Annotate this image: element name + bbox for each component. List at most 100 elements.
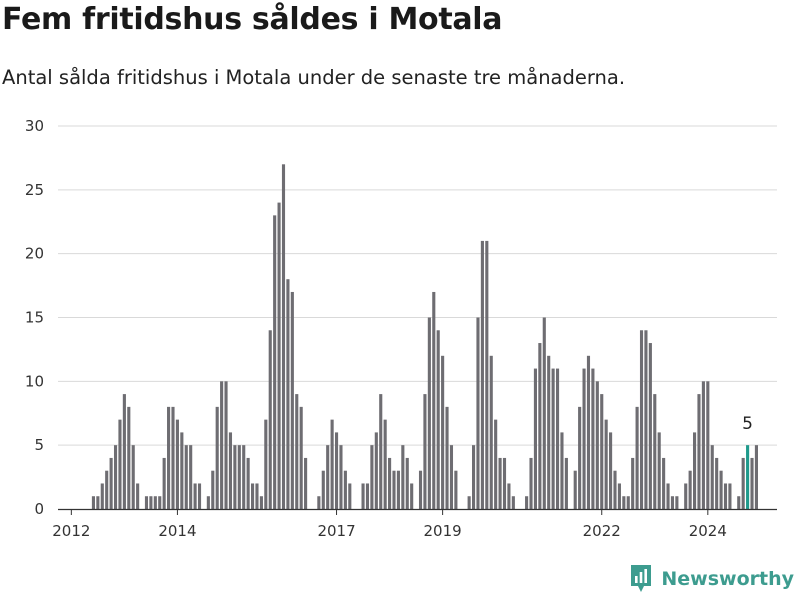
bar — [220, 381, 224, 509]
bar — [609, 432, 613, 509]
bar — [184, 445, 188, 509]
bar — [622, 496, 626, 509]
bar — [334, 432, 339, 509]
bar — [162, 457, 166, 509]
x-tick-label: 2019 — [424, 522, 462, 540]
bar — [564, 457, 568, 509]
bar — [719, 470, 723, 509]
bar — [555, 368, 560, 509]
bar — [405, 457, 409, 509]
bar — [547, 355, 551, 509]
bar — [489, 355, 493, 509]
y-tick-label: 15 — [25, 309, 44, 327]
bar — [710, 445, 714, 509]
bar — [648, 343, 652, 509]
bar — [662, 457, 666, 509]
bar — [317, 496, 321, 509]
bar — [304, 457, 308, 509]
bar — [233, 445, 237, 509]
bar — [295, 394, 299, 509]
bar — [277, 202, 281, 509]
bar — [193, 483, 197, 509]
bar — [631, 457, 635, 509]
bar — [427, 317, 431, 509]
x-tick-label: 2024 — [689, 522, 727, 540]
bar — [180, 432, 184, 509]
bar — [91, 496, 95, 509]
chart-title: Fem fritidshus såldes i Motala — [2, 2, 503, 37]
bar — [281, 164, 286, 510]
y-tick-label: 25 — [25, 181, 44, 199]
bar — [228, 432, 233, 509]
bar — [476, 317, 480, 509]
bar — [511, 496, 515, 509]
bar — [525, 496, 529, 509]
bar — [343, 470, 347, 509]
bar — [728, 483, 732, 509]
bar — [502, 457, 507, 509]
bar — [109, 457, 113, 509]
bar — [237, 445, 241, 509]
bar — [737, 496, 741, 509]
bar — [644, 330, 648, 509]
bar — [255, 483, 259, 509]
bar — [268, 330, 272, 509]
bar — [259, 496, 263, 509]
bar — [754, 445, 758, 509]
bar — [750, 457, 754, 509]
bar — [224, 381, 228, 509]
bar — [189, 445, 193, 509]
bar — [105, 470, 109, 509]
brand-name: Newsworthy — [661, 568, 794, 590]
bar — [396, 470, 400, 509]
bar — [299, 406, 303, 509]
bar — [507, 483, 511, 509]
bar — [175, 419, 179, 509]
bar — [383, 419, 387, 509]
bar — [586, 355, 591, 509]
bar — [441, 355, 445, 509]
bar — [96, 496, 100, 509]
bar — [246, 457, 250, 509]
bar — [675, 496, 679, 509]
bar — [472, 445, 476, 509]
y-tick-label: 5 — [34, 436, 44, 454]
bar — [131, 445, 135, 509]
bar — [533, 368, 537, 509]
bar — [684, 483, 688, 509]
bar — [330, 419, 334, 509]
bar — [723, 483, 728, 509]
bar — [701, 381, 705, 509]
bar — [613, 470, 617, 509]
bar — [697, 394, 701, 509]
x-tick-label: 2022 — [583, 522, 621, 540]
x-tick-label: 2017 — [317, 522, 355, 540]
bar — [604, 419, 608, 509]
bar — [197, 483, 202, 509]
bar — [348, 483, 352, 509]
bar — [149, 496, 153, 509]
bar — [290, 291, 294, 509]
brand-footer[interactable]: Newsworthy — [629, 564, 794, 594]
bar — [715, 457, 719, 509]
bar — [321, 470, 325, 509]
bar — [286, 279, 290, 509]
bar — [693, 432, 697, 509]
bar — [432, 291, 436, 509]
bar — [370, 445, 374, 509]
bar — [144, 496, 149, 509]
bar — [410, 483, 414, 509]
bar — [206, 496, 210, 509]
y-tick-label: 0 — [34, 500, 44, 518]
bar — [494, 419, 498, 509]
bar — [153, 496, 157, 509]
bar — [741, 457, 745, 509]
chart-subtitle: Antal sålda fritidshus i Motala under de… — [2, 66, 626, 89]
bar — [529, 457, 533, 509]
bar — [454, 470, 458, 509]
bar-highlight — [746, 445, 750, 509]
bar — [392, 470, 396, 509]
bar — [339, 445, 343, 509]
bar — [670, 496, 675, 509]
